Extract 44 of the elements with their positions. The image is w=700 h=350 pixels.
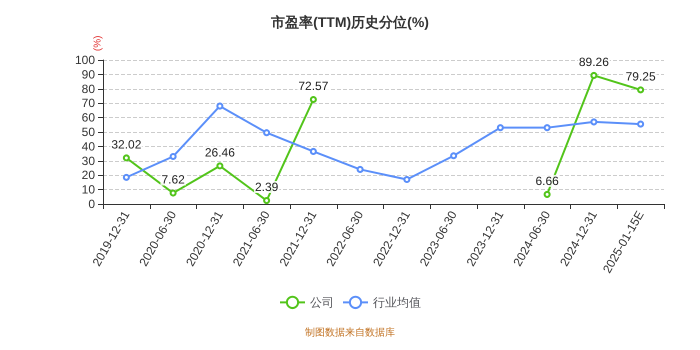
point xyxy=(544,190,551,198)
point xyxy=(170,152,177,160)
point xyxy=(544,124,551,132)
data-label: 26.46 xyxy=(204,145,236,160)
y-tick-label: 60 xyxy=(82,110,96,125)
point xyxy=(216,102,224,110)
data-label: 2.39 xyxy=(254,180,279,194)
chart-title: 市盈率(TTM)历史分位(%) xyxy=(270,14,429,30)
point xyxy=(450,152,458,160)
point xyxy=(590,118,598,126)
y-tick-label: 90 xyxy=(82,67,96,82)
point xyxy=(310,96,317,103)
point xyxy=(637,86,644,94)
data-label: 6.66 xyxy=(535,174,560,188)
data-label: 89.26 xyxy=(578,54,610,69)
data-label: 79.25 xyxy=(626,69,656,84)
y-tick-label: 50 xyxy=(82,125,96,139)
y-tick-label: 70 xyxy=(82,96,96,110)
y-tick-label: 10 xyxy=(82,182,96,197)
point xyxy=(310,148,317,155)
legend-label: 公司 xyxy=(310,295,334,310)
point xyxy=(637,120,644,128)
point xyxy=(590,72,598,79)
point xyxy=(356,166,364,173)
point xyxy=(122,154,130,162)
data-label: 72.57 xyxy=(298,79,329,93)
y-tick-label: 100 xyxy=(74,53,96,67)
point xyxy=(170,190,177,197)
point xyxy=(216,162,224,170)
data-label: 7.62 xyxy=(161,172,186,187)
y-tick-label: 20 xyxy=(82,168,96,182)
y-tick-label: 40 xyxy=(82,139,96,154)
point xyxy=(496,124,504,132)
y-tick-label: 80 xyxy=(82,82,96,96)
y-axis-title: (%) xyxy=(92,36,104,52)
data-label: 32.02 xyxy=(111,137,142,152)
text: 制图数据来自数据库 xyxy=(305,326,395,338)
y-tick-label: 0 xyxy=(88,197,96,211)
point xyxy=(403,176,410,184)
y-tick-label: 30 xyxy=(82,154,96,168)
point xyxy=(263,129,270,136)
point xyxy=(122,174,130,181)
point xyxy=(263,197,270,204)
legend-label: 行业均值 xyxy=(373,295,421,310)
